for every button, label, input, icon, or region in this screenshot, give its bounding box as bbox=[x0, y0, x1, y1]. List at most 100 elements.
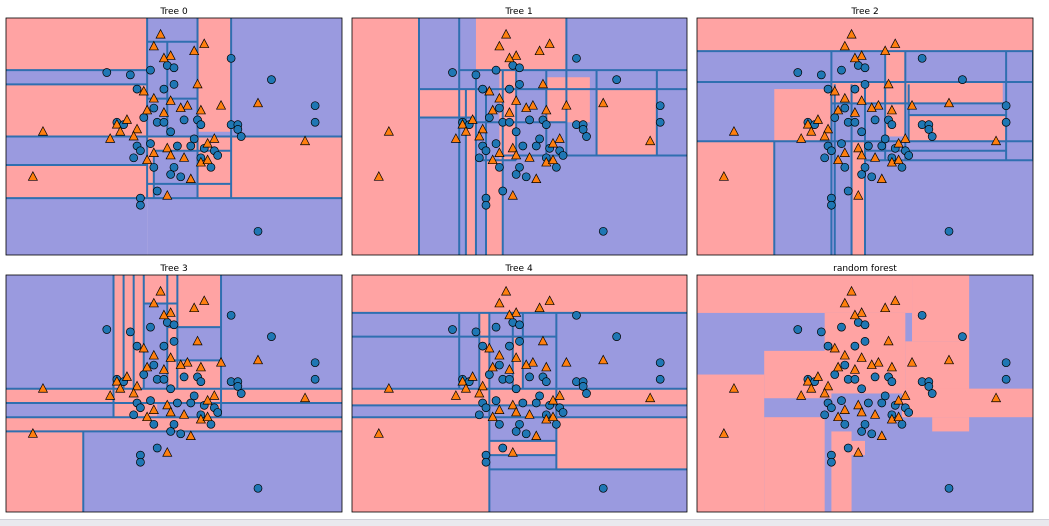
data-point-class-1 bbox=[906, 356, 918, 367]
data-point-class-1 bbox=[547, 394, 559, 405]
data-point-class-0 bbox=[474, 410, 484, 420]
data-point-class-1 bbox=[494, 404, 505, 414]
data-point-class-1 bbox=[547, 137, 559, 148]
data-point-class-0 bbox=[837, 65, 846, 75]
data-point-class-1 bbox=[856, 307, 867, 317]
data-point-class-1 bbox=[527, 99, 538, 110]
data-point-class-0 bbox=[196, 377, 206, 386]
data-point-class-1 bbox=[484, 342, 495, 353]
data-point-class-0 bbox=[837, 139, 846, 148]
decision-region-class-1 bbox=[885, 51, 906, 137]
data-point-class-0 bbox=[166, 427, 175, 436]
data-point-class-0 bbox=[612, 332, 622, 341]
data-point-class-0 bbox=[481, 200, 491, 210]
data-point-class-1 bbox=[121, 371, 133, 381]
data-point-class-1 bbox=[645, 392, 656, 403]
data-point-class-1 bbox=[165, 50, 176, 60]
data-point-class-0 bbox=[253, 226, 263, 236]
data-point-class-1 bbox=[148, 147, 159, 157]
decision-region-class-1 bbox=[764, 350, 832, 399]
data-point-class-0 bbox=[655, 358, 665, 368]
data-point-class-0 bbox=[310, 117, 320, 127]
data-point-class-1 bbox=[846, 28, 857, 39]
data-point-class-0 bbox=[102, 68, 112, 77]
decision-region-class-0 bbox=[6, 136, 148, 165]
data-point-class-0 bbox=[904, 151, 914, 160]
data-point-class-0 bbox=[857, 127, 866, 137]
data-point-class-1 bbox=[158, 107, 170, 117]
window-bottom-edge bbox=[0, 519, 1049, 526]
data-point-class-1 bbox=[544, 38, 555, 48]
axes-frame bbox=[696, 274, 1034, 513]
data-point-class-1 bbox=[138, 85, 149, 96]
decision-region-class-1 bbox=[697, 18, 1033, 52]
data-point-class-0 bbox=[827, 146, 836, 156]
data-point-class-0 bbox=[146, 322, 155, 332]
data-point-class-0 bbox=[860, 337, 870, 346]
data-point-class-1 bbox=[487, 154, 498, 165]
data-point-class-1 bbox=[645, 135, 656, 146]
data-point-class-1 bbox=[115, 126, 126, 136]
data-point-class-1 bbox=[524, 409, 535, 419]
plot-area bbox=[697, 275, 1033, 512]
decision-region-class-1 bbox=[774, 89, 832, 142]
data-point-class-0 bbox=[864, 141, 873, 151]
data-point-class-0 bbox=[860, 80, 870, 89]
data-point-class-0 bbox=[850, 341, 860, 351]
data-point-class-1 bbox=[547, 154, 559, 165]
data-point-class-0 bbox=[511, 127, 521, 137]
data-point-class-1 bbox=[128, 130, 139, 141]
data-point-class-0 bbox=[173, 398, 182, 408]
data-point-class-1 bbox=[158, 309, 170, 320]
data-point-class-0 bbox=[505, 117, 514, 127]
data-point-class-1 bbox=[131, 380, 143, 391]
data-point-class-1 bbox=[199, 38, 210, 48]
data-point-class-0 bbox=[837, 322, 846, 332]
data-point-class-1 bbox=[511, 95, 522, 105]
axes-frame bbox=[5, 17, 343, 256]
data-point-class-0 bbox=[582, 132, 591, 141]
data-point-class-0 bbox=[226, 53, 236, 63]
data-point-class-1 bbox=[880, 302, 891, 313]
data-point-class-1 bbox=[561, 356, 572, 367]
data-point-class-1 bbox=[215, 99, 227, 110]
data-point-class-1 bbox=[893, 154, 904, 165]
data-point-class-0 bbox=[880, 391, 890, 401]
data-point-class-0 bbox=[139, 370, 149, 379]
data-point-class-0 bbox=[558, 151, 568, 160]
data-point-class-0 bbox=[495, 103, 504, 113]
data-point-class-0 bbox=[917, 310, 927, 320]
data-point-class-1 bbox=[162, 447, 173, 457]
data-point-class-1 bbox=[373, 428, 384, 438]
data-point-class-1 bbox=[856, 50, 867, 60]
data-point-class-1 bbox=[554, 133, 565, 143]
data-point-class-1 bbox=[487, 361, 498, 372]
data-point-class-0 bbox=[924, 382, 934, 391]
data-point-class-0 bbox=[176, 172, 186, 182]
data-point-class-1 bbox=[501, 285, 512, 296]
data-point-class-0 bbox=[310, 101, 320, 111]
data-point-class-1 bbox=[155, 28, 166, 39]
data-point-class-1 bbox=[165, 406, 176, 417]
data-point-class-0 bbox=[572, 53, 581, 63]
data-point-class-0 bbox=[837, 396, 846, 405]
axes-frame bbox=[351, 17, 688, 256]
data-point-class-0 bbox=[189, 134, 199, 144]
data-point-class-1 bbox=[165, 307, 176, 317]
data-point-class-0 bbox=[186, 141, 196, 151]
data-point-class-1 bbox=[822, 380, 834, 391]
data-point-class-1 bbox=[162, 142, 173, 153]
decision-region-class-1 bbox=[479, 312, 490, 389]
data-point-class-0 bbox=[505, 374, 514, 384]
data-point-class-1 bbox=[158, 52, 170, 63]
data-point-class-1 bbox=[487, 104, 498, 115]
data-point-class-1 bbox=[178, 409, 190, 419]
decision-region-class-1 bbox=[697, 141, 775, 255]
data-point-class-0 bbox=[944, 483, 954, 493]
data-point-class-1 bbox=[829, 85, 840, 96]
data-point-class-1 bbox=[554, 390, 565, 400]
data-point-class-1 bbox=[849, 364, 861, 374]
decision-region-class-1 bbox=[6, 388, 342, 403]
data-point-class-1 bbox=[138, 342, 149, 353]
panel-title-tree-1: Tree 1 bbox=[504, 7, 532, 17]
